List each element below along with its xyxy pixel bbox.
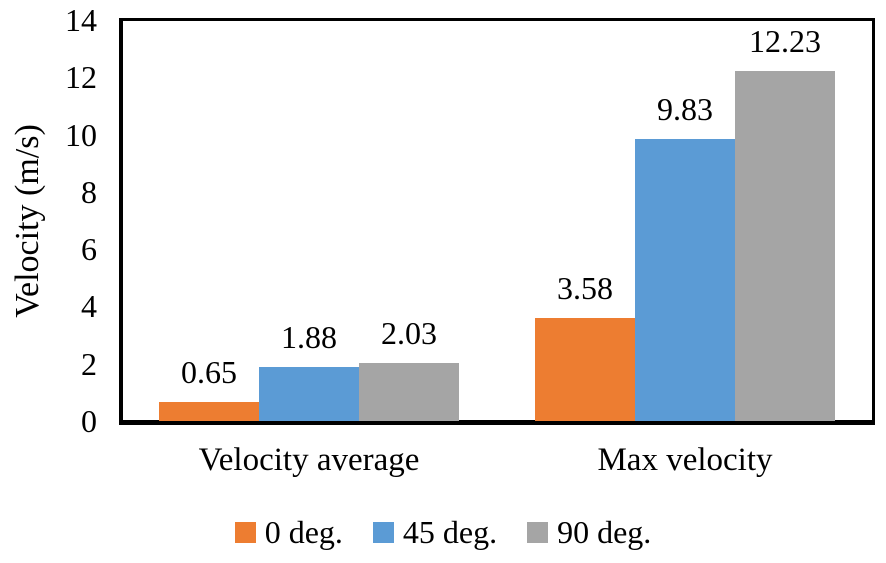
y-tick-label: 8 (81, 173, 97, 210)
legend: 0 deg. 45 deg. 90 deg. (0, 510, 886, 554)
category-label-velocity-average: Velocity average (198, 442, 420, 478)
legend-item: 90 deg. (527, 513, 651, 551)
legend-label: 45 deg. (402, 514, 498, 550)
y-tick-label: 10 (65, 116, 97, 153)
legend-color-swatch (234, 521, 256, 543)
legend-item: 45 deg. (372, 513, 498, 551)
bar-value-label: 3.58 (557, 270, 613, 306)
y-tick-label: 2 (81, 345, 97, 382)
bar-value-label: 9.83 (657, 91, 713, 127)
bar-value-label: 12.23 (749, 23, 821, 59)
bar (159, 402, 259, 421)
y-tick-label: 12 (65, 59, 97, 96)
bar (535, 318, 635, 421)
y-tick-label: 0 (81, 403, 97, 439)
category-label-max-velocity: Max velocity (597, 442, 773, 478)
bar-value-label: 2.03 (381, 315, 437, 351)
y-tick-label: 4 (81, 288, 97, 325)
bar (259, 367, 359, 421)
y-tick-label: 14 (65, 2, 97, 38)
bar (359, 363, 459, 421)
legend-label: 0 deg. (264, 514, 343, 550)
y-tick-label: 6 (81, 231, 97, 268)
legend-color-swatch (527, 521, 549, 543)
bar-value-label: 0.65 (181, 354, 237, 390)
bar (635, 139, 735, 421)
bar (735, 71, 835, 421)
legend-color-swatch (372, 521, 394, 543)
legend-item: 0 deg. (234, 513, 343, 551)
bar-value-label: 1.88 (281, 319, 337, 355)
legend-label: 90 deg. (557, 514, 652, 550)
